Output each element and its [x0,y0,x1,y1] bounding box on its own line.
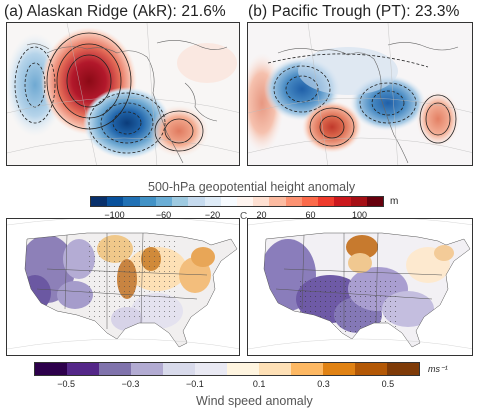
colorbar-segment [139,197,156,206]
colorbar-segment [355,363,387,375]
colorbar-segment [204,197,221,206]
colorbar-tick-label: −100 [104,210,125,220]
height-map-a-graphic [7,23,239,165]
colorbar-segment [285,197,302,206]
colorbar-tick-label: 100 [351,210,368,220]
colorbar-segment [131,363,163,375]
height-map-b-graphic [248,23,472,165]
colorbar-segment [35,363,67,375]
colorbar-tick-label: −0.1 [185,379,204,389]
colorbar-segment [99,363,131,375]
colorbar-tick-label: −60 [155,210,172,220]
colorbar-segment [253,197,270,206]
height-colorbar [90,196,384,207]
colorbar-segment [301,197,319,206]
colorbar-tick-label: −0.5 [57,379,76,389]
panel-a-height-map [6,22,240,166]
height-colorbar-title: 500-hPa geopotential height anomaly [148,180,356,194]
height-colorbar-unit: m [390,196,399,207]
colorbar-tick-label: 0.5 [381,379,395,389]
colorbar-tick-label: 0.3 [317,379,330,389]
colorbar-segment [350,197,367,206]
panel-b-height-map [247,22,473,166]
colorbar-segment [227,363,259,375]
stray-panel-label: C [240,211,248,222]
panel-c-wind-map [6,218,240,356]
colorbar-tick-label: −20 [204,210,221,220]
panel-a-title: (a) Alaskan Ridge (AkR): 21.6% [4,3,226,20]
colorbar-segment [366,197,383,206]
colorbar-segment [291,363,323,375]
wind-colorbar-unit: ms⁻¹ [428,364,448,374]
colorbar-tick-label: 60 [305,210,316,220]
colorbar-tick-label: 20 [256,210,267,220]
panel-b-title: (b) Pacific Trough (PT): 23.3% [248,3,460,20]
colorbar-segment [220,197,237,206]
colorbar-segment [172,197,189,206]
panel-d-wind-map [247,218,473,356]
colorbar-segment [91,197,108,206]
wind-colorbar-title: Wind speed anomaly [196,394,313,408]
colorbar-segment [334,197,351,206]
colorbar-segment [195,363,227,375]
colorbar-segment [387,363,419,375]
wind-map-d-graphic [248,219,472,350]
colorbar-segment [323,363,355,375]
colorbar-tick-label: 0.1 [252,379,266,389]
colorbar-segment [67,363,99,375]
colorbar-segment [163,363,195,375]
colorbar-segment [155,197,173,206]
colorbar-segment [318,197,335,206]
colorbar-segment [188,197,205,206]
colorbar-segment [107,197,124,206]
colorbar-segment [269,197,286,206]
wind-colorbar [34,362,420,376]
colorbar-segment [123,197,140,206]
colorbar-tick-label: −0.3 [121,379,140,389]
colorbar-segment [259,363,291,375]
wind-map-c-graphic [7,219,239,350]
colorbar-segment [236,197,254,206]
